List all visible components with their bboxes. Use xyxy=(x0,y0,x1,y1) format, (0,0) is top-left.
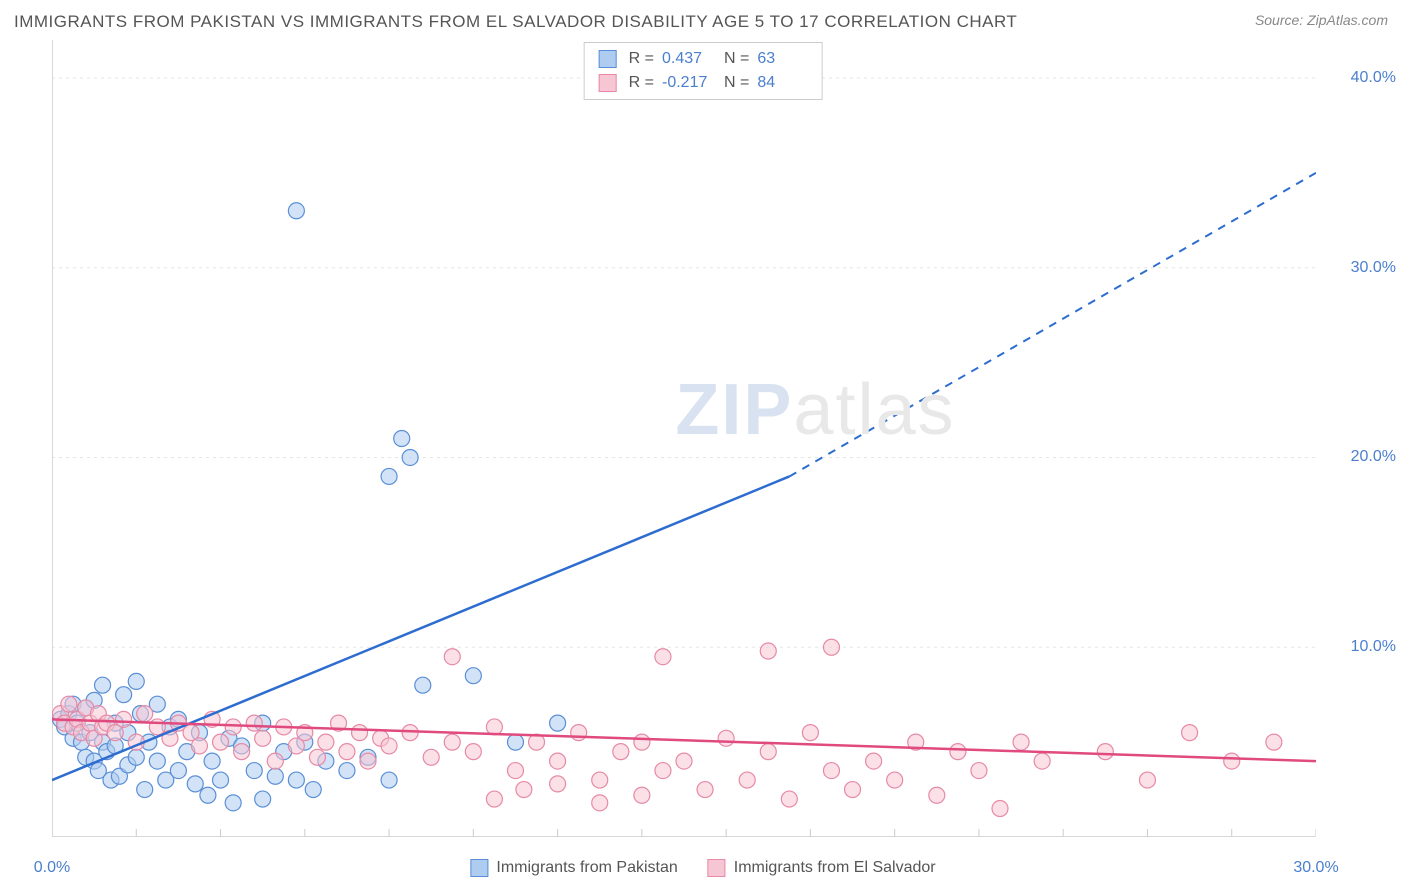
series-legend: Immigrants from Pakistan Immigrants from… xyxy=(470,859,935,877)
scatter-svg xyxy=(52,40,1316,837)
y-tick-container: 10.0% 20.0% 30.0% 40.0% xyxy=(1326,40,1396,837)
y-tick-label: 40.0% xyxy=(1351,69,1396,87)
y-tick-label: 20.0% xyxy=(1351,448,1396,466)
legend-swatch-elsalvador xyxy=(708,859,726,877)
n-label: N = xyxy=(724,71,749,95)
chart-title: IMMIGRANTS FROM PAKISTAN VS IMMIGRANTS F… xyxy=(14,12,1017,32)
source-attribution: Source: ZipAtlas.com xyxy=(1255,12,1388,28)
y-tick-label: 10.0% xyxy=(1351,638,1396,656)
legend-swatch-pakistan xyxy=(470,859,488,877)
legend-label-elsalvador: Immigrants from El Salvador xyxy=(734,859,936,877)
x-tick-label: 0.0% xyxy=(34,859,70,877)
source-label: Source: xyxy=(1255,12,1303,28)
r-value-elsalvador: -0.217 xyxy=(662,71,712,95)
legend-item-elsalvador: Immigrants from El Salvador xyxy=(708,859,936,877)
y-tick-label: 30.0% xyxy=(1351,259,1396,277)
r-value-pakistan: 0.437 xyxy=(662,47,712,71)
legend-item-pakistan: Immigrants from Pakistan xyxy=(470,859,677,877)
r-label: R = xyxy=(629,71,654,95)
legend-label-pakistan: Immigrants from Pakistan xyxy=(496,859,677,877)
stats-row-pakistan: R = 0.437 N = 63 xyxy=(599,47,808,71)
swatch-pakistan xyxy=(599,50,617,68)
n-label: N = xyxy=(724,47,749,71)
swatch-elsalvador xyxy=(599,74,617,92)
stats-legend: R = 0.437 N = 63 R = -0.217 N = 84 xyxy=(584,42,823,100)
n-value-elsalvador: 84 xyxy=(757,71,807,95)
r-label: R = xyxy=(629,47,654,71)
x-tick-label: 30.0% xyxy=(1293,859,1338,877)
stats-row-elsalvador: R = -0.217 N = 84 xyxy=(599,71,808,95)
source-link[interactable]: ZipAtlas.com xyxy=(1307,12,1388,28)
n-value-pakistan: 63 xyxy=(757,47,807,71)
chart-plot-area xyxy=(52,40,1316,837)
